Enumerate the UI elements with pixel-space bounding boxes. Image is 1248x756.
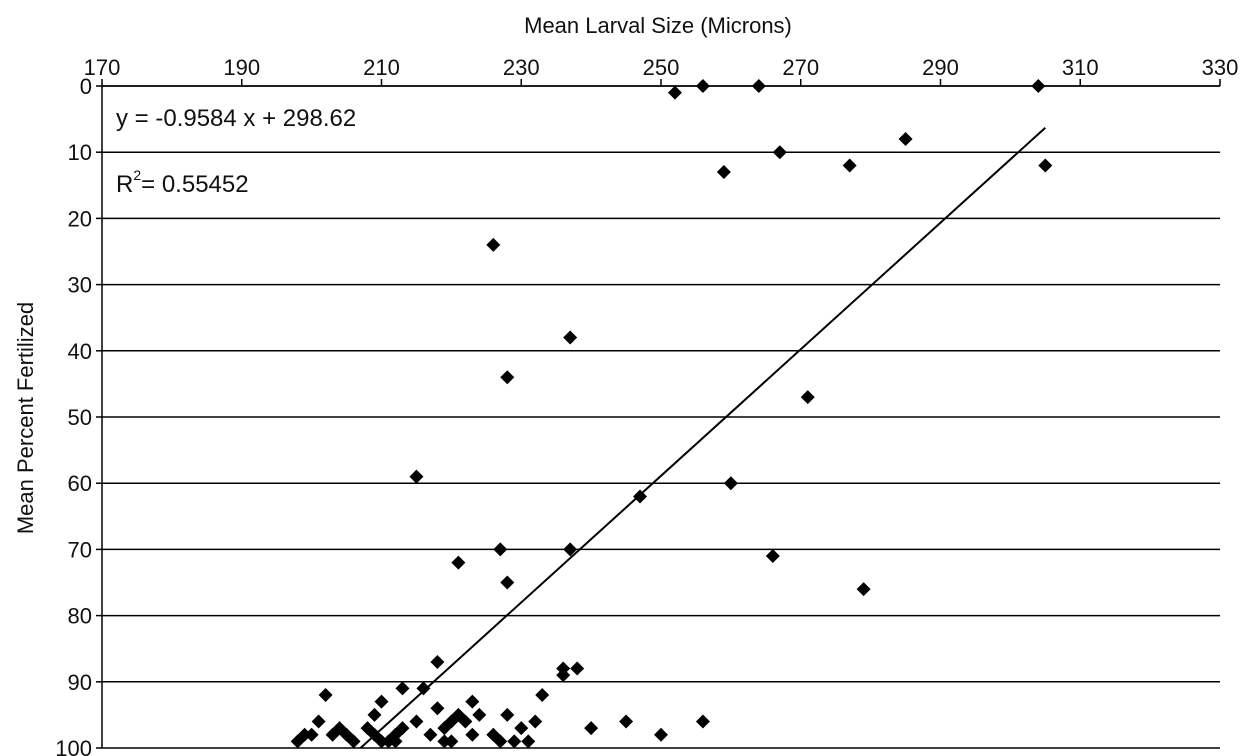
data-point-21: [856, 582, 871, 597]
data-point-61: [346, 734, 361, 749]
r-squared-label: R2= 0.55452: [116, 167, 249, 198]
data-point-66: [493, 734, 508, 749]
trendline-equation: y = -0.9584 x + 298.62: [116, 105, 356, 132]
data-point-56: [423, 727, 438, 742]
data-point-15: [723, 476, 738, 491]
x-tick-label-190: 190: [223, 55, 260, 80]
data-point-54: [304, 727, 319, 742]
data-point-32: [430, 701, 445, 716]
x-tick-label-170: 170: [84, 55, 121, 80]
data-point-37: [695, 714, 710, 729]
y-tick-label-40: 40: [68, 339, 92, 364]
r-squared-superscript: 2: [133, 167, 141, 183]
y-tick-label-70: 70: [68, 537, 92, 562]
y-tick-label-30: 30: [68, 273, 92, 298]
r-squared-letter: R: [116, 171, 133, 198]
tick-labels: 0 10 20 30 40 50 60 70 80 90 100 170 190 210 230 250 270…: [55, 55, 1238, 756]
data-point-2: [751, 79, 766, 93]
data-point-28: [535, 688, 550, 703]
data-point-14: [633, 489, 648, 504]
data-point-39: [311, 714, 326, 729]
y-tick-label-60: 60: [68, 471, 92, 496]
data-point-67: [521, 734, 536, 749]
trendline-layer: [359, 127, 1046, 749]
data-point-29: [318, 688, 333, 703]
x-axis-title: Mean Larval Size (Microns): [524, 13, 792, 38]
y-tick-label-80: 80: [68, 604, 92, 629]
y-axis-title: Mean Percent Fertilized: [13, 302, 38, 534]
y-tick-label-10: 10: [68, 140, 92, 165]
data-point-12: [800, 390, 815, 405]
axes: [96, 79, 1221, 749]
data-point-27: [416, 681, 431, 696]
data-point-16: [493, 542, 508, 557]
x-tick-label-310: 310: [1062, 55, 1099, 80]
data-point-48: [437, 721, 452, 736]
data-point-1: [695, 79, 710, 93]
data-point-22: [430, 654, 445, 669]
data-point-17: [563, 542, 578, 557]
y-tick-label-50: 50: [68, 405, 92, 430]
data-point-18: [765, 549, 780, 564]
data-point-34: [367, 707, 382, 722]
data-point-3: [1031, 79, 1046, 93]
data-point-38: [409, 714, 424, 729]
data-point-7: [898, 131, 913, 146]
data-point-51: [325, 727, 340, 742]
y-tick-label-100: 100: [55, 736, 92, 756]
data-point-19: [451, 555, 466, 570]
data-point-25: [556, 661, 571, 676]
data-point-23: [570, 661, 585, 676]
data-point-36: [500, 707, 515, 722]
trendline: [359, 127, 1046, 749]
data-point-68: [381, 734, 396, 749]
data-point-8: [1038, 158, 1053, 173]
gridlines: [102, 85, 1220, 749]
data-point-26: [395, 681, 410, 696]
y-tick-label-20: 20: [68, 206, 92, 231]
data-point-58: [654, 727, 668, 742]
data-point-4: [772, 145, 787, 160]
data-point-30: [374, 694, 389, 709]
data-point-60: [290, 734, 305, 749]
data-point-0: [667, 85, 682, 100]
data-point-65: [444, 734, 459, 749]
r-squared-value: = 0.55452: [141, 171, 248, 198]
data-point-31: [465, 694, 480, 709]
x-tick-label-330: 330: [1202, 55, 1239, 80]
data-points: [290, 79, 1053, 749]
data-point-69: [507, 734, 522, 749]
data-point-13: [409, 469, 424, 484]
x-tick-label-230: 230: [503, 55, 540, 80]
data-point-43: [528, 714, 543, 729]
data-point-42: [458, 714, 473, 729]
data-point-49: [514, 721, 529, 736]
y-tick-label-0: 0: [80, 74, 92, 99]
x-tick-label-290: 290: [922, 55, 959, 80]
data-point-5: [716, 165, 731, 180]
data-point-11: [500, 370, 515, 385]
data-point-44: [619, 714, 634, 729]
data-point-20: [500, 575, 515, 590]
data-point-10: [563, 330, 578, 345]
data-point-6: [842, 158, 857, 173]
y-tick-label-90: 90: [68, 670, 92, 695]
data-point-35: [472, 707, 487, 722]
data-point-45: [584, 721, 599, 736]
data-point-50: [465, 727, 480, 742]
x-tick-label-210: 210: [363, 55, 400, 80]
x-tick-label-270: 270: [782, 55, 819, 80]
x-tick-label-250: 250: [643, 55, 680, 80]
data-point-9: [486, 237, 501, 252]
